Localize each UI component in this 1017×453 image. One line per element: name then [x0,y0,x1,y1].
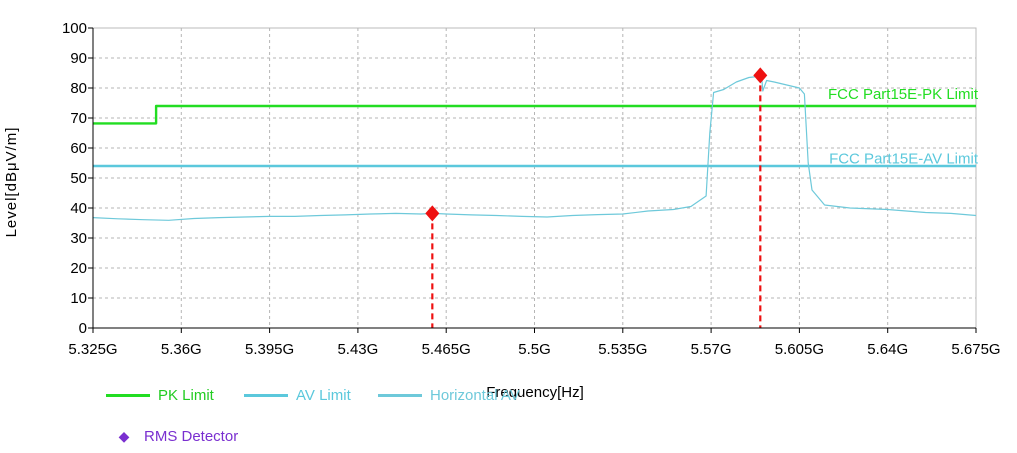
y-tick-label: 50 [70,170,87,187]
series-layer [92,75,977,221]
annotations: FCC Part15E-PK Limit FCC Part15E-AV Limit [828,86,979,168]
x-tick-labels: 5.325G 5.36G 5.395G 5.43G 5.465G 5.5G 5.535G 5.… [68,328,1001,358]
x-axis-title: Frequency[Hz] [486,384,584,401]
y-tick-label: 0 [79,320,87,337]
x-tick-label: 5.43G [337,341,378,358]
x-tick-label: 5.675G [951,341,1000,358]
x-tick-label: 5.325G [68,341,117,358]
y-tick-label: 40 [70,200,87,217]
y-tick-label: 30 [70,230,87,247]
y-tick-label: 60 [70,140,87,157]
series-line-pk-limit [93,104,976,125]
x-tick-label: 5.36G [161,341,202,358]
marker-layer [425,67,768,328]
x-tick-label: 5.5G [518,341,551,358]
rms-detector-marker [753,67,768,84]
y-tick-label: 10 [70,290,87,307]
limit-annotation: FCC Part15E-PK Limit [828,86,979,103]
x-tick-label: 5.395G [245,341,294,358]
y-tick-label: 70 [70,110,87,127]
y-axis-title: Level[dBμV/m] [3,127,20,238]
series-line-horizontal-av [92,75,977,221]
x-tick-label: 5.605G [775,341,824,358]
grid [92,27,977,329]
x-tick-label: 5.57G [691,341,732,358]
limit-annotation: FCC Part15E-AV Limit [829,151,979,168]
x-tick-label: 5.535G [598,341,647,358]
y-tick-label: 80 [70,80,87,97]
rms-detector-marker [425,205,440,222]
x-tick-label: 5.465G [422,341,471,358]
y-tick-label: 20 [70,260,87,277]
y-tick-label: 90 [70,50,87,67]
y-tick-label: 100 [62,20,87,37]
y-tick-labels: 0 10 20 30 40 50 60 70 80 90 100 [62,20,93,337]
x-tick-label: 5.64G [867,341,908,358]
